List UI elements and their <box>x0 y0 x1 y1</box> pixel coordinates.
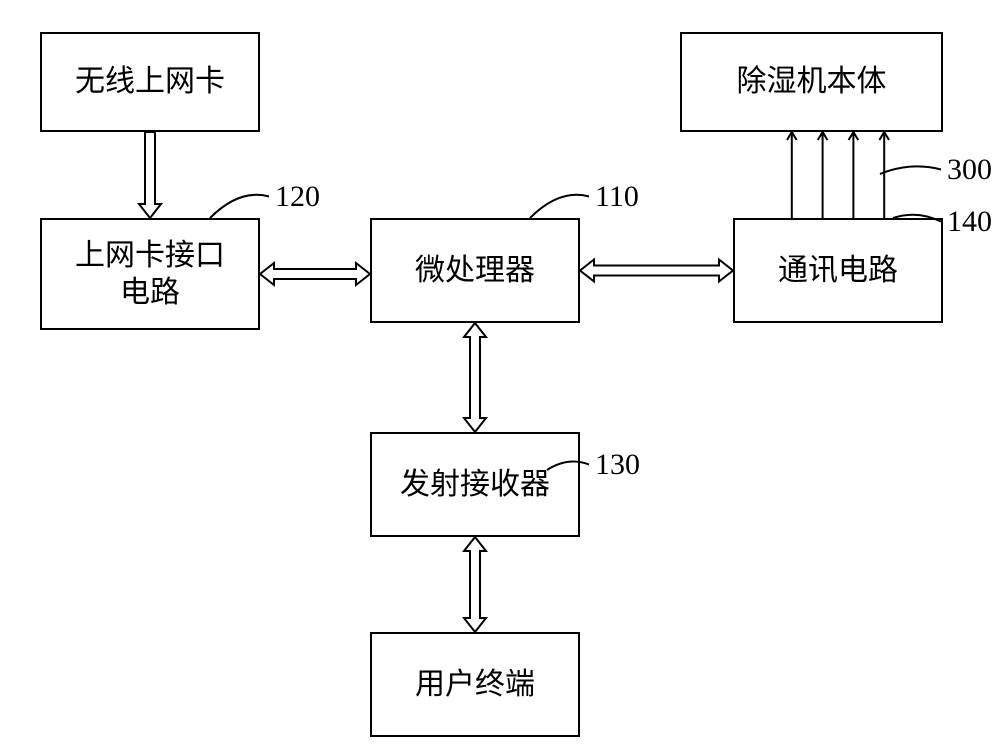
leader-l130 <box>0 0 1000 756</box>
ref-label-l130: 130 <box>595 448 640 482</box>
